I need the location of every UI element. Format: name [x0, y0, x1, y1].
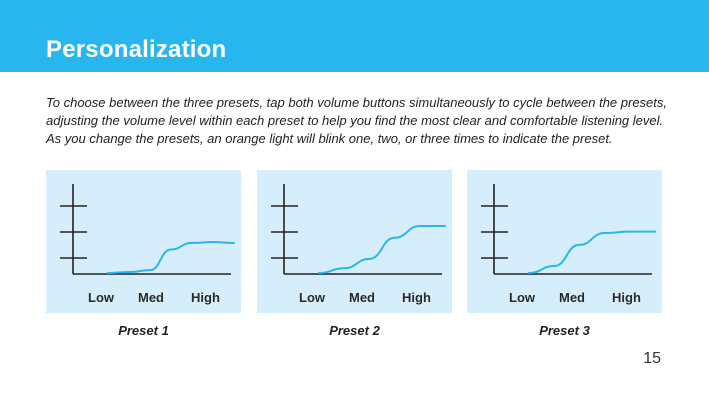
preset-2-label: Preset 2: [329, 323, 380, 338]
instructions-text: To choose between the three presets, tap…: [46, 94, 686, 148]
preset-3-graph: Low Med High: [467, 170, 662, 313]
x-label-low: Low: [299, 290, 325, 305]
x-label-med: Med: [138, 290, 164, 305]
instructions-line: To choose between the three presets, tap…: [46, 95, 668, 110]
response-curve: [318, 225, 446, 274]
preset-3-label: Preset 3: [539, 323, 590, 338]
preset-3-chart: [481, 184, 656, 275]
preset-1-chart: [60, 184, 235, 275]
x-label-high: High: [402, 290, 431, 305]
page-header: Personalization: [0, 0, 709, 72]
x-label-high: High: [191, 290, 220, 305]
instructions-line: As you change the presets, an orange lig…: [46, 131, 613, 146]
page-title: Personalization: [46, 36, 227, 63]
x-label-low: Low: [88, 290, 114, 305]
preset-2-graph: Low Med High: [257, 170, 452, 313]
x-label-med: Med: [349, 290, 375, 305]
preset-1-graph: Low Med High: [46, 170, 241, 313]
x-label-med: Med: [559, 290, 585, 305]
x-label-high: High: [612, 290, 641, 305]
x-label-low: Low: [509, 290, 535, 305]
preset-2-chart: [271, 184, 446, 275]
response-curve: [528, 230, 656, 274]
preset-1-label: Preset 1: [118, 323, 169, 338]
page-number: 15: [643, 350, 661, 367]
instructions-line: adjusting the volume level within each p…: [46, 113, 664, 128]
response-curve: [107, 240, 235, 274]
